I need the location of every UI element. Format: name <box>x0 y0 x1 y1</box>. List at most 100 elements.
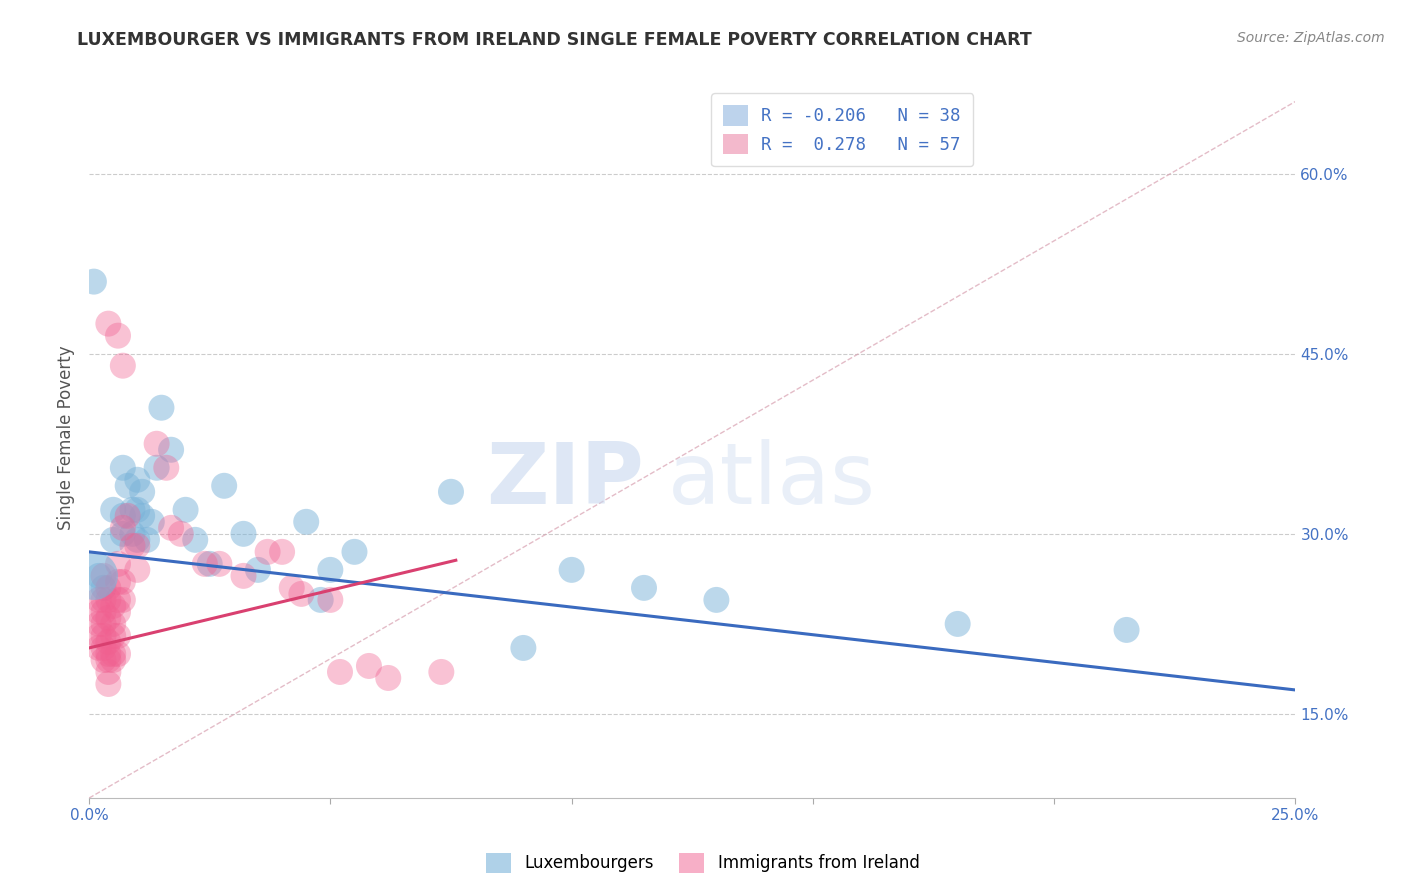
Point <box>97 635 120 649</box>
Point <box>107 647 129 661</box>
Point <box>160 521 183 535</box>
Point <box>256 545 278 559</box>
Point <box>155 460 177 475</box>
Point <box>83 275 105 289</box>
Point <box>127 539 149 553</box>
Point <box>141 515 163 529</box>
Point <box>93 640 115 655</box>
Point <box>111 359 134 373</box>
Point <box>131 508 153 523</box>
Point <box>107 593 129 607</box>
Y-axis label: Single Female Poverty: Single Female Poverty <box>58 345 75 530</box>
Point <box>97 581 120 595</box>
Text: Source: ZipAtlas.com: Source: ZipAtlas.com <box>1237 31 1385 45</box>
Point <box>208 557 231 571</box>
Point <box>271 545 294 559</box>
Point <box>97 611 120 625</box>
Point <box>377 671 399 685</box>
Point <box>561 563 583 577</box>
Point <box>145 436 167 450</box>
Point <box>93 616 115 631</box>
Point <box>111 574 134 589</box>
Point <box>93 605 115 619</box>
Point <box>93 653 115 667</box>
Point <box>131 484 153 499</box>
Point <box>111 460 134 475</box>
Point <box>633 581 655 595</box>
Point <box>145 460 167 475</box>
Point <box>174 503 197 517</box>
Point <box>97 593 120 607</box>
Point <box>117 479 139 493</box>
Point <box>103 629 125 643</box>
Point <box>87 640 110 655</box>
Point <box>1115 623 1137 637</box>
Point <box>107 605 129 619</box>
Point <box>111 508 134 523</box>
Point <box>290 587 312 601</box>
Point <box>93 593 115 607</box>
Point <box>319 593 342 607</box>
Point <box>87 616 110 631</box>
Point <box>212 479 235 493</box>
Point <box>97 665 120 679</box>
Point <box>170 526 193 541</box>
Point <box>121 503 143 517</box>
Point <box>103 653 125 667</box>
Point <box>103 616 125 631</box>
Point <box>246 563 269 577</box>
Point <box>329 665 352 679</box>
Point <box>97 317 120 331</box>
Point <box>87 605 110 619</box>
Point <box>93 569 115 583</box>
Point <box>160 442 183 457</box>
Point <box>97 647 120 661</box>
Text: ZIP: ZIP <box>486 440 644 523</box>
Point <box>111 526 134 541</box>
Point <box>512 640 534 655</box>
Point <box>87 569 110 583</box>
Point <box>343 545 366 559</box>
Point <box>319 563 342 577</box>
Point <box>127 563 149 577</box>
Point <box>127 503 149 517</box>
Point <box>117 508 139 523</box>
Point <box>107 328 129 343</box>
Point <box>103 503 125 517</box>
Point <box>93 629 115 643</box>
Point <box>706 593 728 607</box>
Point <box>87 629 110 643</box>
Point <box>111 521 134 535</box>
Point <box>103 647 125 661</box>
Point <box>107 629 129 643</box>
Point <box>280 581 302 595</box>
Point <box>198 557 221 571</box>
Point <box>184 533 207 547</box>
Point <box>232 569 254 583</box>
Point <box>150 401 173 415</box>
Point <box>136 533 159 547</box>
Point <box>121 526 143 541</box>
Point <box>946 616 969 631</box>
Point <box>93 581 115 595</box>
Point <box>430 665 453 679</box>
Point <box>127 533 149 547</box>
Point <box>295 515 318 529</box>
Point <box>309 593 332 607</box>
Point <box>107 574 129 589</box>
Point <box>103 599 125 613</box>
Point <box>127 473 149 487</box>
Text: LUXEMBOURGER VS IMMIGRANTS FROM IRELAND SINGLE FEMALE POVERTY CORRELATION CHART: LUXEMBOURGER VS IMMIGRANTS FROM IRELAND … <box>77 31 1032 49</box>
Point <box>111 593 134 607</box>
Legend: R = -0.206   N = 38, R =  0.278   N = 57: R = -0.206 N = 38, R = 0.278 N = 57 <box>711 94 973 167</box>
Legend: Luxembourgers, Immigrants from Ireland: Luxembourgers, Immigrants from Ireland <box>479 847 927 880</box>
Point <box>107 557 129 571</box>
Point <box>121 539 143 553</box>
Point <box>87 593 110 607</box>
Point <box>357 659 380 673</box>
Text: atlas: atlas <box>668 440 876 523</box>
Point <box>83 569 105 583</box>
Point <box>194 557 217 571</box>
Point <box>97 653 120 667</box>
Point <box>232 526 254 541</box>
